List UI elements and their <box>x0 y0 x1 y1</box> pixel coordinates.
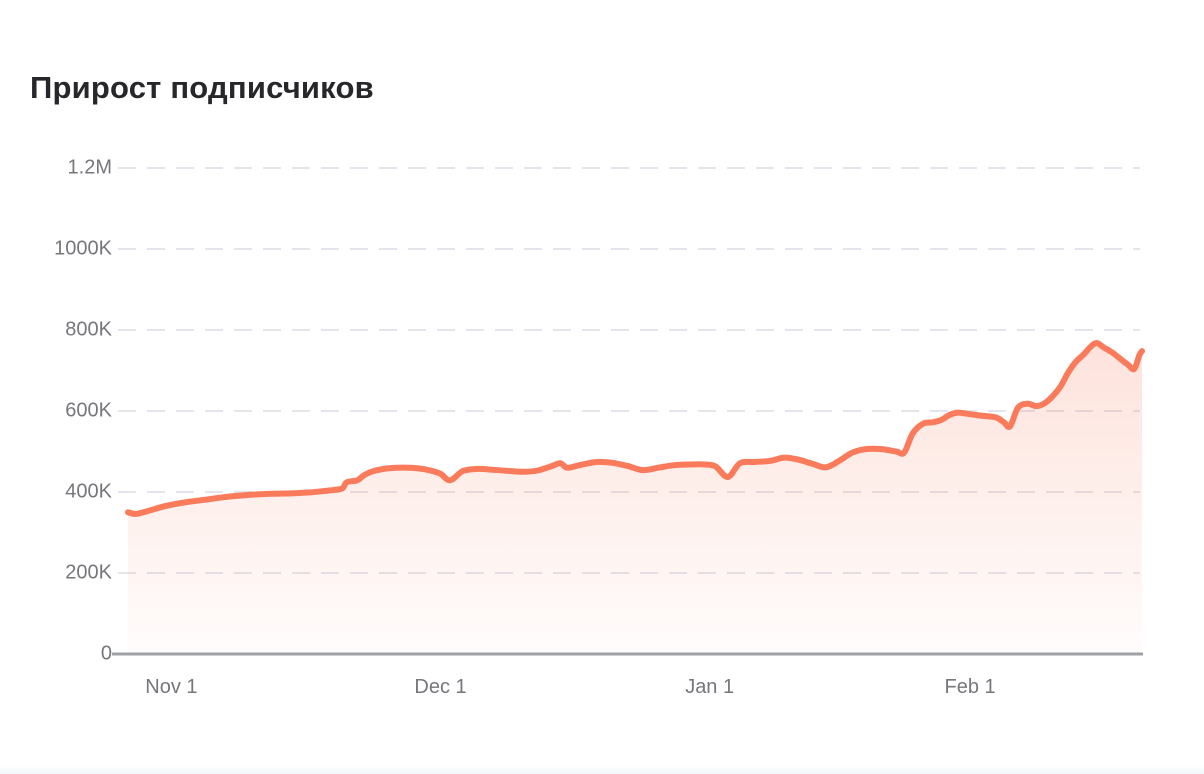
y-tick-label: 200K <box>65 561 112 584</box>
series-line <box>125 340 1145 517</box>
y-tick-label: 400K <box>65 480 112 503</box>
y-tick-label: 600K <box>65 399 112 422</box>
x-tick-label: Nov 1 <box>145 676 198 698</box>
y-tick-label: 800K <box>65 318 112 341</box>
y-tick-label: 1000K <box>54 237 112 260</box>
y-tick-label: 1.2M <box>67 156 112 179</box>
x-tick-label: Jan 1 <box>685 676 735 698</box>
next-section-edge-hint <box>0 766 1204 774</box>
x-tick-label: Feb 1 <box>944 676 996 698</box>
chart-title: Прирост подписчиков <box>30 70 374 105</box>
y-tick-label: 0 <box>100 642 112 665</box>
series-area-fill <box>128 342 1142 654</box>
x-tick-label: Dec 1 <box>414 676 467 698</box>
